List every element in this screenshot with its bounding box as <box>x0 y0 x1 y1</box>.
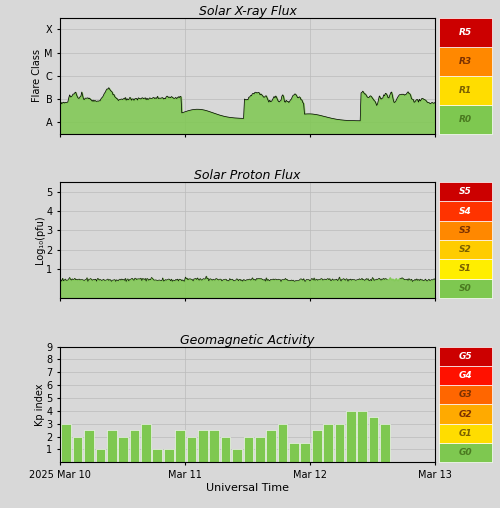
Bar <box>266 430 276 462</box>
Text: S2: S2 <box>459 245 471 254</box>
Bar <box>210 430 219 462</box>
Bar <box>255 436 264 462</box>
Bar <box>380 424 390 462</box>
Bar <box>96 450 106 462</box>
Bar <box>369 417 378 462</box>
Text: G5: G5 <box>458 352 472 361</box>
Bar <box>358 411 367 462</box>
Bar <box>186 436 196 462</box>
Text: S3: S3 <box>459 226 471 235</box>
Bar <box>323 424 333 462</box>
Y-axis label: Flare Class: Flare Class <box>32 49 42 102</box>
Title: Solar X-ray Flux: Solar X-ray Flux <box>198 5 296 18</box>
Text: S5: S5 <box>459 187 471 196</box>
Bar <box>278 424 287 462</box>
Text: R5: R5 <box>458 28 472 37</box>
Bar <box>300 443 310 462</box>
Text: G2: G2 <box>458 409 472 419</box>
Bar <box>221 436 230 462</box>
Bar <box>141 424 151 462</box>
Text: R0: R0 <box>458 115 472 123</box>
Bar <box>118 436 128 462</box>
Y-axis label: Log₁₀(pfu): Log₁₀(pfu) <box>34 216 44 264</box>
Text: R1: R1 <box>458 86 472 94</box>
Bar <box>312 430 322 462</box>
Text: G4: G4 <box>458 371 472 380</box>
Bar <box>232 450 242 462</box>
Bar <box>334 424 344 462</box>
Bar <box>164 450 173 462</box>
Title: Geomagnetic Activity: Geomagnetic Activity <box>180 334 314 346</box>
Text: G0: G0 <box>458 448 472 457</box>
Bar <box>130 430 140 462</box>
X-axis label: Universal Time: Universal Time <box>206 483 289 493</box>
Text: G1: G1 <box>458 429 472 438</box>
Text: G3: G3 <box>458 390 472 399</box>
Bar <box>346 411 356 462</box>
Bar <box>107 430 117 462</box>
Y-axis label: Kp index: Kp index <box>34 383 44 426</box>
Text: R3: R3 <box>458 57 472 66</box>
Bar <box>152 450 162 462</box>
Bar <box>84 430 94 462</box>
Bar <box>244 436 253 462</box>
Bar <box>73 436 83 462</box>
Text: S4: S4 <box>459 207 471 215</box>
Bar <box>62 424 71 462</box>
Bar <box>289 443 299 462</box>
Text: S1: S1 <box>459 265 471 273</box>
Text: S0: S0 <box>459 284 471 293</box>
Bar <box>198 430 207 462</box>
Title: Solar Proton Flux: Solar Proton Flux <box>194 169 300 182</box>
Bar <box>175 430 185 462</box>
